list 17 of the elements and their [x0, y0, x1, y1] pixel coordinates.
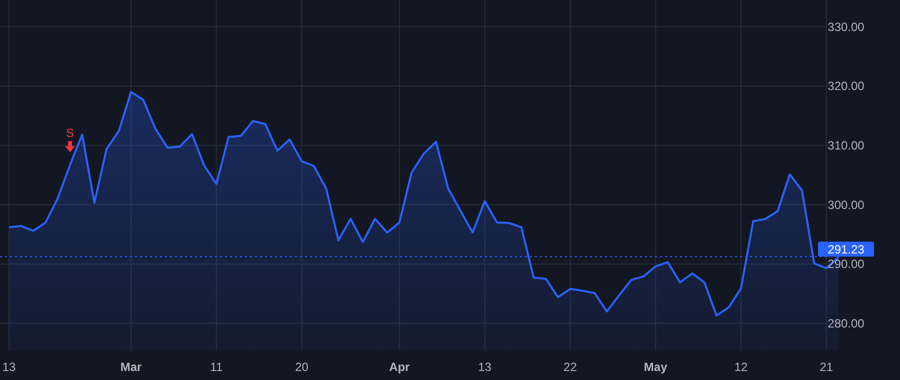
y-tick-label: 280.00 — [828, 316, 865, 331]
ref-line-label: 291.23 — [828, 242, 865, 256]
annotation: S — [66, 126, 74, 140]
y-tick-label: 320.00 — [828, 79, 865, 94]
y-tick-label: 300.00 — [828, 198, 865, 212]
y-tick-label: 330.00 — [828, 20, 865, 34]
x-tick-label: 21 — [820, 360, 834, 374]
x-tick-label: 20 — [295, 360, 309, 374]
y-tick-label: 310.00 — [828, 138, 865, 153]
x-tick-label: Mar — [120, 360, 142, 374]
x-tick-label: 13 — [2, 360, 16, 374]
x-tick-label: 13 — [478, 360, 492, 374]
x-tick-label: 11 — [210, 360, 223, 374]
x-tick-label: 12 — [734, 360, 748, 374]
x-tick-label: 22 — [564, 360, 578, 374]
x-tick-label: May — [644, 360, 668, 374]
x-tick-label: Apr — [389, 360, 410, 374]
